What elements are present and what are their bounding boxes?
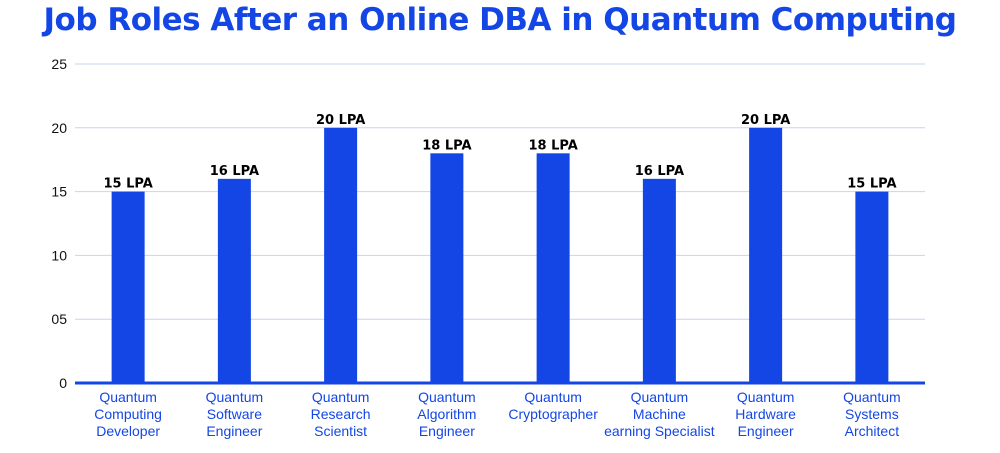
- x-category-label: Quantum: [418, 389, 476, 405]
- bar: [430, 153, 464, 383]
- x-category-label: Hardware: [735, 406, 796, 422]
- bar: [536, 153, 570, 383]
- y-tick-label: 10: [51, 247, 67, 263]
- data-label: 18 LPA: [422, 138, 471, 153]
- x-category-label: Quantum: [524, 389, 582, 405]
- data-label: 18 LPA: [528, 138, 577, 153]
- y-tick-label: 20: [51, 120, 67, 136]
- data-label: 16 LPA: [635, 164, 684, 179]
- bar: [855, 191, 889, 383]
- x-category-label: Architect: [845, 423, 900, 439]
- x-category-label: Quantum: [312, 389, 370, 405]
- bar: [642, 178, 676, 383]
- bar: [111, 191, 145, 383]
- bar: [749, 127, 783, 383]
- x-category-label: Quantum: [631, 389, 689, 405]
- bar: [217, 178, 251, 383]
- x-category-label: Computing: [94, 406, 162, 422]
- x-category-label: earning Specialist: [604, 423, 715, 439]
- x-category-label: Algorithm: [417, 406, 476, 422]
- x-category-label: Research: [311, 406, 371, 422]
- x-category-label: Quantum: [843, 389, 901, 405]
- x-category-label: Quantum: [737, 389, 795, 405]
- x-category-label: Engineer: [738, 423, 794, 439]
- y-tick-label: 25: [51, 56, 67, 72]
- data-label: 20 LPA: [741, 113, 790, 128]
- chart-title: Job Roles After an Online DBA in Quantum…: [43, 2, 957, 38]
- y-tick-label: 0: [59, 375, 67, 391]
- y-tick-label: 05: [51, 311, 67, 327]
- data-label: 15 LPA: [847, 177, 896, 192]
- x-category-label: Cryptographer: [508, 406, 598, 422]
- x-category-label: Developer: [96, 423, 160, 439]
- data-label: 16 LPA: [210, 164, 259, 179]
- x-category-label: Machine: [633, 406, 686, 422]
- x-category-label: Engineer: [206, 423, 262, 439]
- data-label: 15 LPA: [103, 177, 152, 192]
- x-category-label: Scientist: [314, 423, 367, 439]
- x-category-label: Software: [207, 406, 262, 422]
- bar: [324, 127, 358, 383]
- x-category-label: Quantum: [206, 389, 264, 405]
- x-category-label: Engineer: [419, 423, 475, 439]
- y-tick-label: 15: [51, 184, 67, 200]
- x-category-label: Systems: [845, 406, 899, 422]
- x-category-label: Quantum: [99, 389, 157, 405]
- data-label: 20 LPA: [316, 113, 365, 128]
